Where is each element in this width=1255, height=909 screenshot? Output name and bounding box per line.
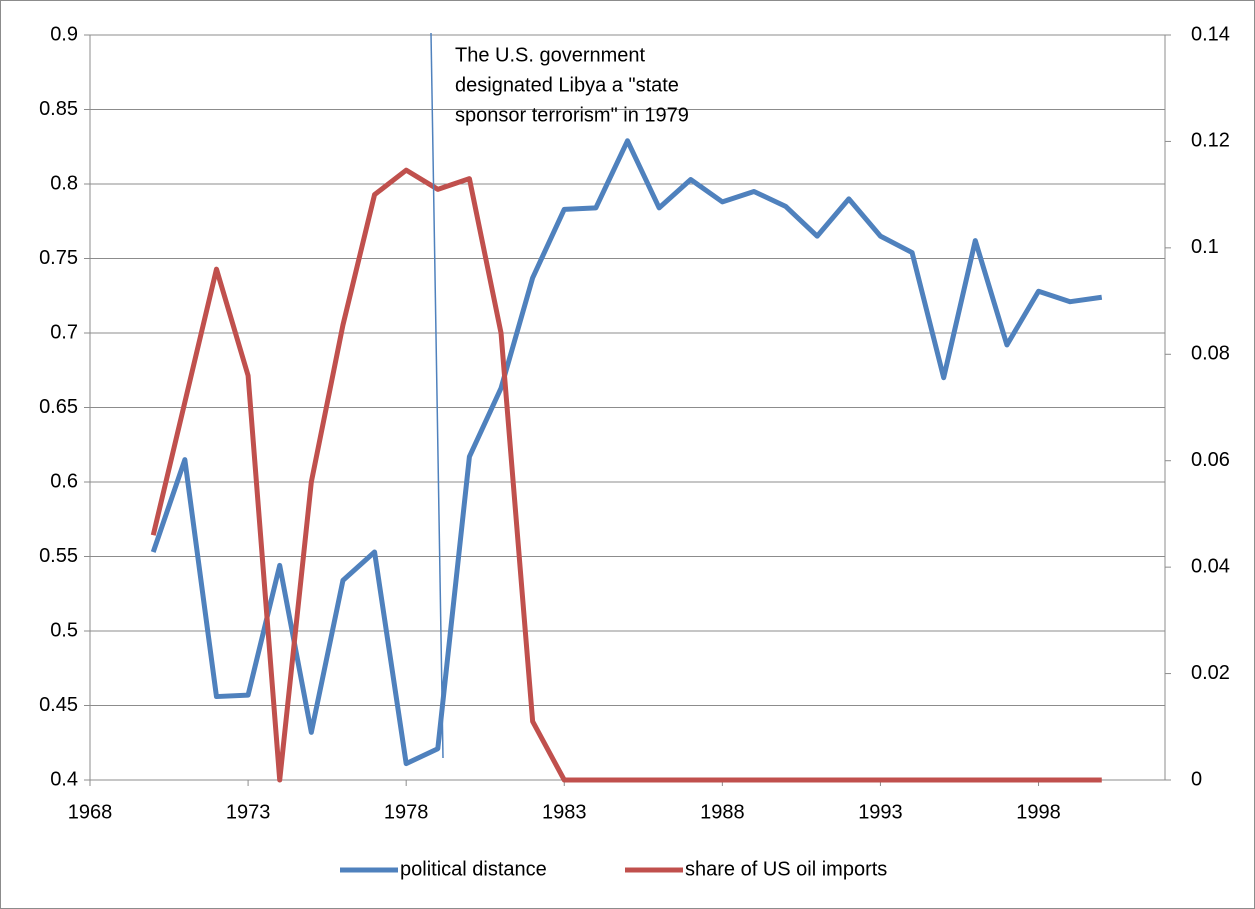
x-tick-label: 1993 (858, 801, 903, 823)
annotation-text: designated Libya a "state (455, 74, 679, 96)
y2-tick-label: 0 (1191, 768, 1202, 790)
y2-tick-label: 0.06 (1191, 449, 1230, 471)
y2-tick-label: 0.14 (1191, 23, 1230, 45)
y-tick-label: 0.65 (39, 396, 78, 418)
y-tick-label: 0.55 (39, 545, 78, 567)
x-tick-label: 1988 (700, 801, 745, 823)
y-tick-label: 0.4 (50, 768, 78, 790)
annotation-text: The U.S. government (455, 44, 646, 66)
x-tick-label: 1983 (542, 801, 587, 823)
y-tick-label: 0.5 (50, 619, 78, 641)
y2-tick-label: 0.1 (1191, 236, 1219, 258)
y-tick-label: 0.85 (39, 98, 78, 120)
annotation-line (430, 32, 444, 759)
series-line (150, 138, 1103, 767)
y2-tick-label: 0.12 (1191, 130, 1230, 152)
y2-tick-label: 0.04 (1191, 555, 1230, 577)
y-tick-label: 0.9 (50, 23, 78, 45)
y-tick-label: 0.7 (50, 321, 78, 343)
annotation-text: sponsor terrorism" in 1979 (455, 104, 689, 126)
y-tick-label: 0.45 (39, 694, 78, 716)
x-tick-label: 1968 (68, 801, 113, 823)
y-tick-label: 0.75 (39, 247, 78, 269)
y-tick-label: 0.6 (50, 470, 78, 492)
x-tick-label: 1998 (1016, 801, 1061, 823)
y2-tick-label: 0.08 (1191, 343, 1230, 365)
y-tick-label: 0.8 (50, 172, 78, 194)
x-tick-label: 1973 (226, 801, 271, 823)
y2-tick-label: 0.02 (1191, 662, 1230, 684)
legend-label: political distance (400, 858, 547, 880)
series-line (150, 167, 1102, 783)
x-tick-label: 1978 (384, 801, 429, 823)
legend-label: share of US oil imports (685, 858, 887, 880)
